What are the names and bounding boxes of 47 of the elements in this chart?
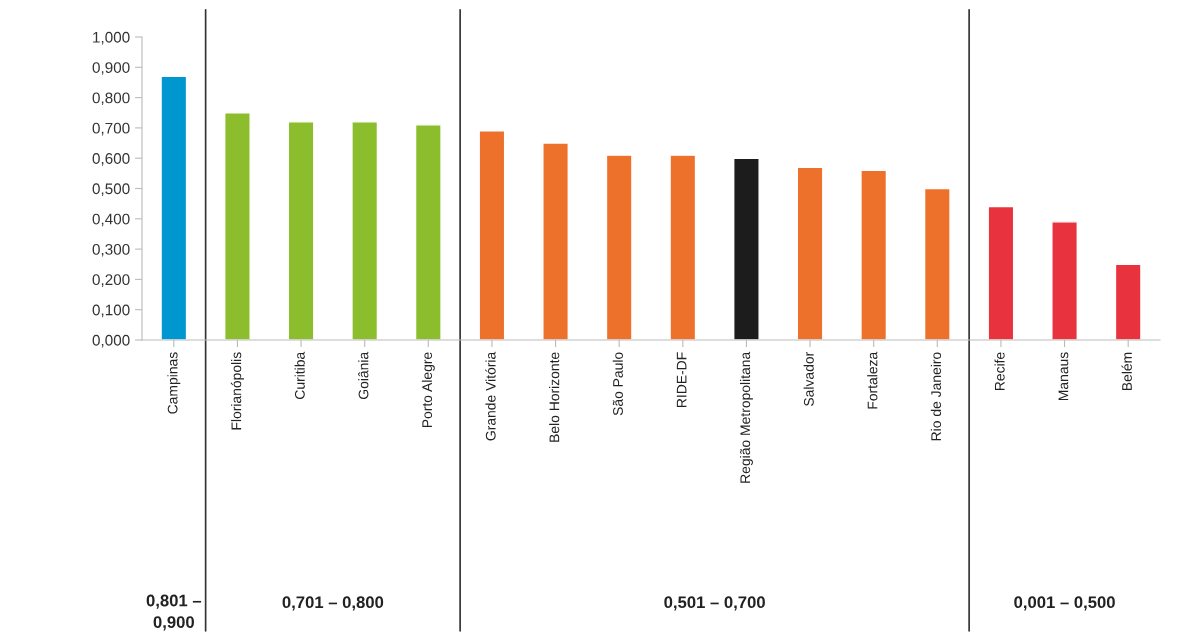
bar <box>1114 263 1142 340</box>
x-tick-label: Salvador <box>803 352 814 406</box>
y-tick-label: 0,700 <box>92 122 130 136</box>
x-tick-label: Belém <box>1121 352 1132 391</box>
y-tick-label: 0,200 <box>92 274 130 287</box>
bar <box>860 169 888 340</box>
text: 0,701 – 0,800 <box>282 596 384 611</box>
bar <box>351 121 379 340</box>
x-tick-label: Curitiba <box>294 351 305 399</box>
bar <box>733 157 760 340</box>
bar <box>796 166 824 340</box>
text: 0,801 – 0,900 <box>146 594 202 631</box>
bar <box>287 121 315 340</box>
x-tick-label: Região Metropolitana <box>739 351 753 483</box>
text: 0,001 – 0,500 <box>1014 596 1115 611</box>
x-tick-label: Goiânia <box>358 351 369 399</box>
x-tick-label: Porto Alegre <box>421 352 435 428</box>
bar <box>987 205 1015 340</box>
x-tick-label: Manaus <box>1058 352 1069 401</box>
y-tick-label: 0,400 <box>92 213 130 227</box>
bar <box>1051 221 1078 340</box>
bar <box>669 154 697 340</box>
bar <box>923 187 951 340</box>
bar <box>160 75 188 340</box>
bar <box>224 112 251 340</box>
x-tick-label: Fortaleza <box>867 351 878 409</box>
y-tick-label: 1,000 <box>93 31 130 45</box>
x-tick-label: Florianópolis <box>230 352 244 430</box>
y-tick-label: 0,900 <box>92 62 130 75</box>
y-tick-label: 0,800 <box>92 92 130 106</box>
y-tick-label: 0,000 <box>92 334 130 348</box>
x-tick-label: Campinas <box>167 352 181 414</box>
y-tick-label: 0,500 <box>92 183 130 196</box>
x-tick-label: Recife <box>994 352 1005 391</box>
y-tick-label: 0,600 <box>92 153 130 166</box>
y-tick-label: 0,300 <box>92 243 130 257</box>
x-tick-label: São Paulo <box>612 352 623 416</box>
text: 0,501 – 0,700 <box>664 596 765 611</box>
x-tick-label: RIDE-DF <box>676 352 687 407</box>
x-tick-label: Belo Horizonte <box>549 352 560 442</box>
x-tick-label: Grande Vitória <box>485 351 496 441</box>
y-tick-label: 0,100 <box>92 304 130 318</box>
bar <box>414 124 442 340</box>
bar <box>478 130 506 340</box>
bar <box>542 142 569 340</box>
bar <box>605 154 633 340</box>
x-tick-label: Rio de Janeiro <box>930 352 942 441</box>
